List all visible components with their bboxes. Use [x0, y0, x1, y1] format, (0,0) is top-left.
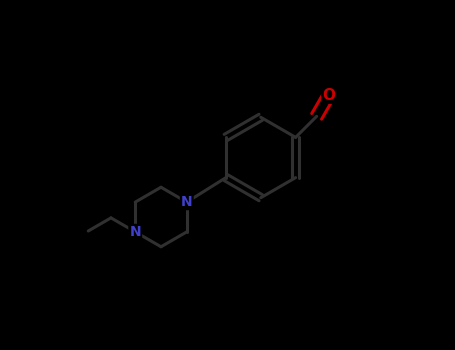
- Text: N: N: [181, 195, 192, 209]
- Text: O: O: [323, 88, 335, 103]
- Text: N: N: [129, 225, 141, 239]
